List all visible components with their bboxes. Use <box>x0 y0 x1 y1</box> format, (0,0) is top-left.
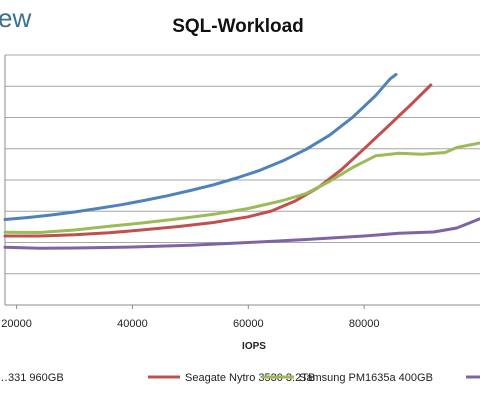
x-tick-label: 40000 <box>117 318 148 330</box>
series-line-1 <box>3 73 398 221</box>
x-axis-label: IOPS <box>242 341 266 352</box>
legend-label-3: Samsung PM1635a 400GB <box>299 372 433 384</box>
x-tick-label: 60000 <box>233 318 264 330</box>
legend-label-2: Seagate Nytro 3530 3.2TB <box>185 372 315 384</box>
x-tick-label: 80000 <box>349 318 380 330</box>
chart-title: SQL-Workload <box>172 16 304 37</box>
series-lines <box>3 73 480 250</box>
axes <box>4 55 480 306</box>
legend: …331 960GB Seagate Nytro 3530 3.2TBSamsun… <box>0 372 480 384</box>
logo-text: ew <box>0 3 31 33</box>
legend-label-1: …331 960GB <box>0 372 64 384</box>
series-line-2 <box>3 83 433 238</box>
series-line-4 <box>3 217 480 250</box>
series-line-3 <box>3 141 480 234</box>
x-tick-labels: 20000 40000 60000 80000 <box>1 305 379 330</box>
gridlines <box>5 54 480 306</box>
x-tick-label: 20000 <box>1 318 32 330</box>
